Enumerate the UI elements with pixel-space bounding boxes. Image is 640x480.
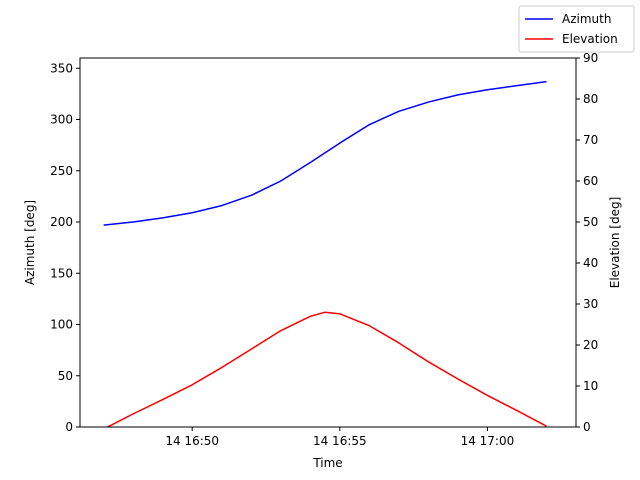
legend-box [518, 5, 635, 53]
series-line-elevation [105, 311, 547, 427]
y-left-tick-label: 350 [50, 61, 73, 75]
y-left-tick-label: 200 [50, 215, 73, 229]
y-right-tick-label: 90 [583, 51, 598, 65]
y-right-tick-label: 60 [583, 174, 598, 188]
axis-layer: 14 16:50 14 16:55 14 17:000501001502002503… [50, 51, 598, 448]
y-axis-right-label: Elevation [deg] [608, 197, 622, 289]
legend-label-elevation: Elevation [562, 32, 618, 46]
y-left-tick-label: 250 [50, 164, 73, 178]
y-right-tick-label: 70 [583, 133, 598, 147]
legend-label-azimuth: Azimuth [562, 12, 611, 26]
plot-frame [79, 57, 577, 428]
y-left-tick-label: 150 [50, 266, 73, 280]
y-axis-left-label: Azimuth [deg] [23, 200, 37, 285]
y-right-tick-label: 20 [583, 338, 598, 352]
x-tick-label: 14 16:55 [313, 434, 367, 448]
y-right-tick-label: 10 [583, 379, 598, 393]
y-left-tick-label: 0 [65, 420, 73, 434]
series-line-azimuth [103, 80, 547, 226]
x-tick-label: 14 16:50 [165, 434, 219, 448]
legend: Azimuth Elevation [518, 5, 635, 53]
series-layer [103, 80, 547, 427]
y-right-tick-label: 0 [583, 420, 591, 434]
y-right-tick-label: 50 [583, 215, 598, 229]
y-right-tick-label: 40 [583, 256, 598, 270]
y-right-tick-label: 80 [583, 92, 598, 106]
x-axis-label: Time [312, 456, 342, 470]
x-tick-label: 14 17:00 [461, 434, 515, 448]
y-left-tick-label: 300 [50, 113, 73, 127]
y-left-tick-label: 50 [58, 369, 73, 383]
y-left-tick-label: 100 [50, 318, 73, 332]
y-right-tick-label: 30 [583, 297, 598, 311]
